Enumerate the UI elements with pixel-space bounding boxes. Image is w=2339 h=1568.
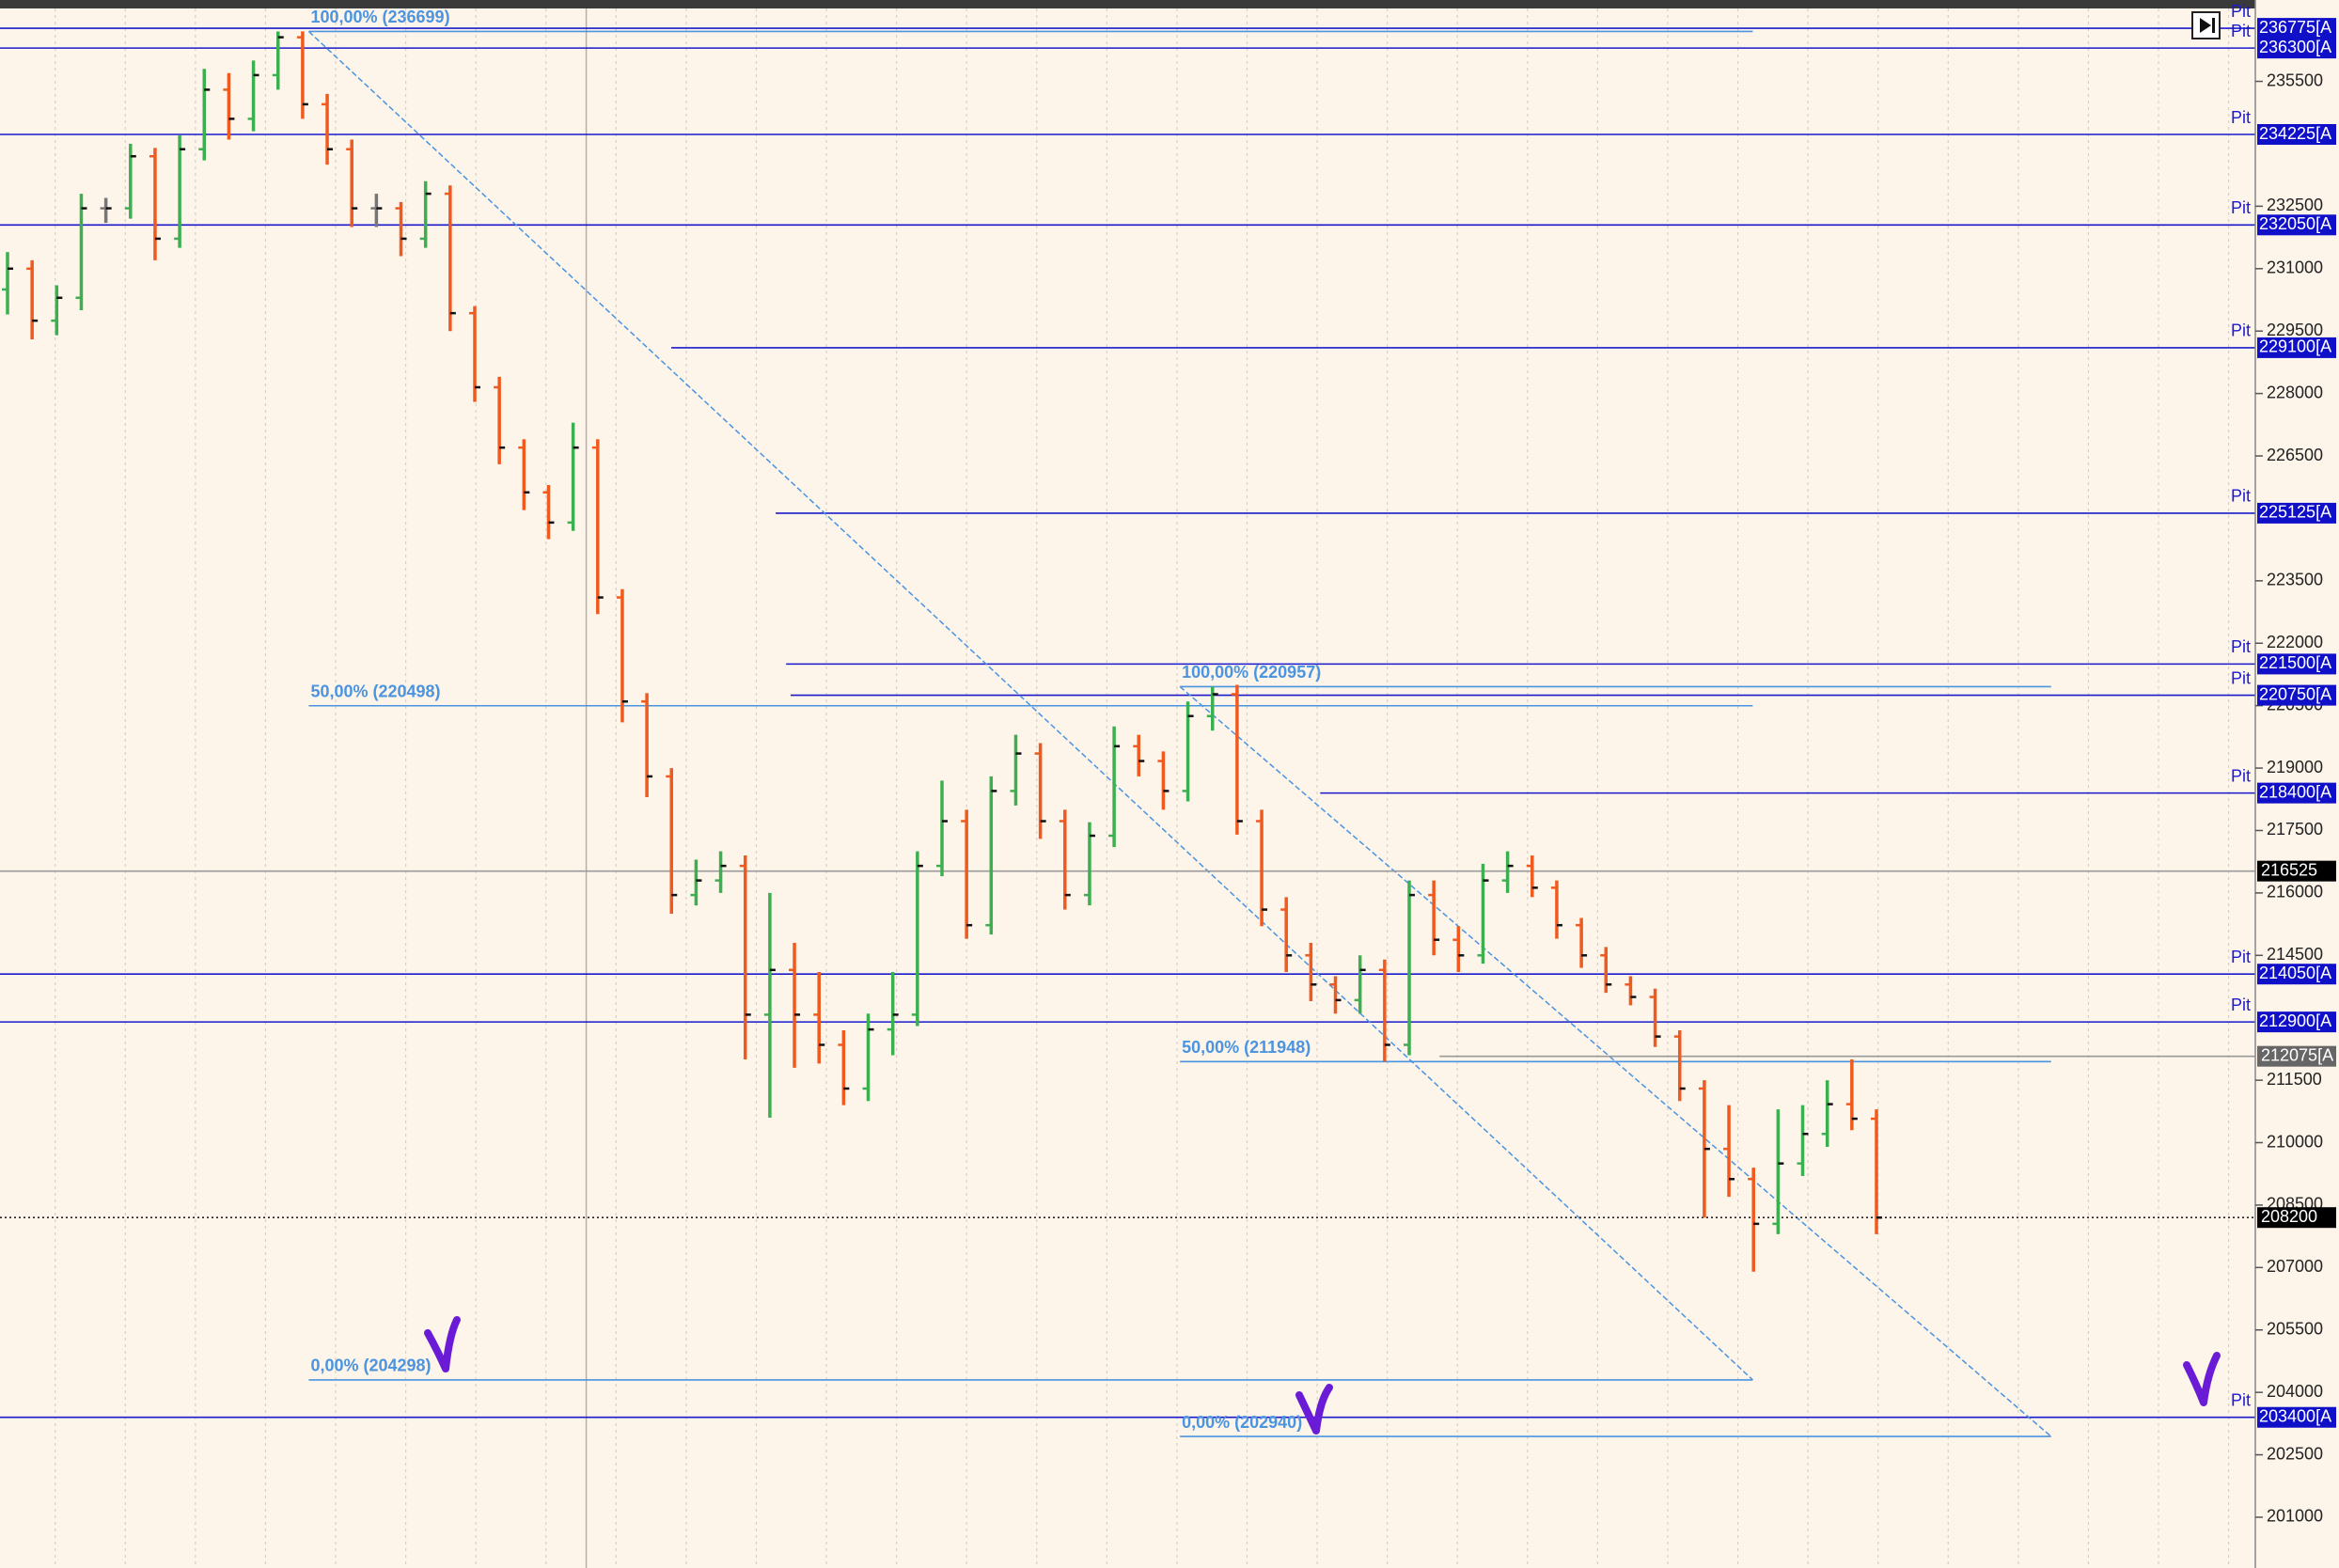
button-frame[interactable]: [2191, 11, 2221, 39]
fib-label: 50,00% (211948): [1182, 1038, 1311, 1057]
price-marker-box: [2257, 1045, 2336, 1067]
pit-tag: Pit: [2231, 668, 2251, 687]
pit-tag: Pit: [2231, 198, 2251, 217]
pit-label-box: [2257, 337, 2336, 358]
price-marker-box: [2257, 860, 2336, 882]
pit-label: 229100[A: [2259, 337, 2331, 356]
fib-label: 0,00% (202940): [1182, 1413, 1302, 1432]
pit-tag: Pit: [2231, 948, 2251, 966]
pit-label: 221500[A: [2259, 653, 2331, 672]
y-tick-label: 205500: [2267, 1320, 2323, 1339]
pit-label-box: [2257, 502, 2336, 524]
y-tick-label: 231000: [2267, 259, 2323, 277]
fib-label: 0,00% (204298): [310, 1356, 431, 1375]
pit-tag: Pit: [2231, 637, 2251, 656]
y-tick-label: 217500: [2267, 820, 2323, 839]
y-tick-label: 210000: [2267, 1132, 2323, 1151]
time-grid: [55, 8, 2230, 1568]
pit-label: 203400[A: [2259, 1406, 2331, 1425]
y-tick-label: 202500: [2267, 1444, 2323, 1463]
pit-label-box: [2257, 38, 2336, 59]
pit-label-box: [2257, 1406, 2336, 1428]
pit-tag: Pit: [2231, 996, 2251, 1014]
pit-label-box: [2257, 964, 2336, 985]
y-tick-label: 201000: [2267, 1507, 2323, 1526]
y-tick-label: 229500: [2267, 321, 2323, 339]
pit-tag: Pit: [2231, 321, 2251, 340]
pit-label: 236775[A: [2259, 18, 2331, 37]
pit-tag: Pit: [2231, 766, 2251, 785]
check-mark: [424, 1316, 461, 1372]
scroll-button[interactable]: [2191, 11, 2221, 39]
check-mark: [1295, 1384, 1333, 1435]
price-marker-box: [2257, 1207, 2336, 1229]
pit-tag: Pit: [2231, 22, 2251, 40]
y-tick-label: 211500: [2267, 1070, 2322, 1089]
pit-tag: Pit: [2231, 108, 2251, 127]
y-tick-label: 222000: [2267, 633, 2323, 651]
pit-label: 234225[A: [2259, 124, 2331, 143]
button-icon: [2200, 18, 2215, 33]
pit-label-box: [2257, 1011, 2336, 1033]
y-tick-label: 235500: [2267, 71, 2323, 89]
fib-trend: [307, 30, 1753, 1381]
plot-area: [0, 27, 2255, 1437]
check-mark: [2183, 1352, 2221, 1406]
pit-label: 212900[A: [2259, 1011, 2331, 1030]
price-marker-label: 208200: [2261, 1207, 2317, 1226]
y-tick-label: 228000: [2267, 383, 2323, 401]
pit-label: 225125[A: [2259, 503, 2331, 522]
price-marker-label: 216525: [2261, 860, 2317, 879]
pit-label-box: [2257, 653, 2336, 675]
price-marker-label: 212075[A: [2261, 1045, 2333, 1064]
top-bar: [0, 0, 2339, 8]
pit-label-box: [2257, 214, 2336, 236]
pit-label-box: [2257, 18, 2336, 39]
pit-label-box: [2257, 684, 2336, 706]
y-tick-label: 214500: [2267, 945, 2323, 964]
y-tick-label: 232500: [2267, 196, 2323, 214]
pit-label-box: [2257, 782, 2336, 804]
pit-tag: Pit: [2231, 487, 2251, 506]
pit-tag: Pit: [2231, 2, 2251, 21]
y-tick-label: 226500: [2267, 446, 2323, 464]
y-tick-label: 207000: [2267, 1257, 2323, 1276]
pit-label: 214050[A: [2259, 964, 2331, 982]
pit-label: 218400[A: [2259, 782, 2331, 801]
y-tick-label: 219000: [2267, 758, 2323, 776]
pit-tag: Pit: [2231, 1390, 2251, 1409]
pit-label: 236300[A: [2259, 38, 2331, 56]
y-tick-label: 204000: [2267, 1382, 2323, 1401]
fib-label: 100,00% (220957): [1182, 663, 1321, 682]
annotations: [424, 1316, 2221, 1435]
pit-label: 220750[A: [2259, 684, 2331, 703]
y-tick-label: 216000: [2267, 883, 2323, 902]
fib-trend: [1179, 685, 2052, 1437]
y-tick-label: 223500: [2267, 571, 2323, 589]
pit-label: 232050[A: [2259, 214, 2331, 233]
fib-label: 50,00% (220498): [310, 682, 440, 700]
pit-label-box: [2257, 124, 2336, 146]
fib-label: 100,00% (236699): [310, 8, 449, 26]
